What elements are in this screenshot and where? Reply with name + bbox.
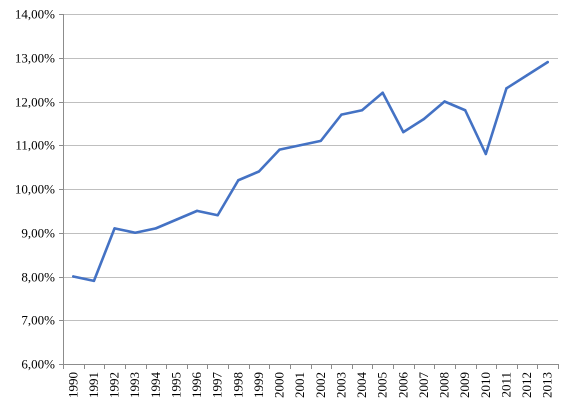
x-tick-label: 1990 [65,372,80,398]
x-tick-label: 2004 [354,372,369,399]
data-point [113,227,116,230]
gridlines [63,14,558,321]
data-point [360,109,364,112]
x-tick-label: 1998 [230,372,245,398]
y-tick-label: 10,00% [15,182,55,197]
data-point [195,209,199,213]
data-point [216,214,219,217]
data-point [92,279,96,283]
data-point [72,275,75,278]
y-tick-label: 12,00% [15,95,55,110]
x-tick-label: 1995 [168,372,183,398]
x-tick-label: 2010 [478,372,493,398]
x-tick-label: 2001 [292,372,307,398]
x-tick-label: 2008 [437,372,452,398]
data-point [443,100,446,103]
x-tick-label: 1993 [127,372,142,398]
data-point [319,139,323,143]
x-tick-label: 2002 [313,372,328,398]
data-point [505,87,508,90]
x-tick-label: 1999 [251,372,266,398]
y-tick-label: 11,00% [15,138,55,153]
data-point [381,91,384,94]
series-layer [72,60,549,283]
y-tick-label: 6,00% [21,357,55,372]
data-point [340,113,343,116]
y-tick-label: 14,00% [15,7,55,22]
y-tick-label: 13,00% [15,51,55,66]
x-tick-label: 2011 [498,372,513,398]
data-point [154,227,158,230]
x-tick-label: 2005 [375,372,390,398]
axes [59,14,559,369]
data-point [546,60,549,64]
data-point [402,130,405,134]
x-tick-label: 2013 [540,372,555,398]
x-tick-label: 2007 [416,372,431,399]
data-point [257,170,261,173]
x-tick-label: 2006 [395,372,410,399]
data-point [278,148,281,151]
y-axis-tick-labels: 6,00% 7,00% 8,00% 9,00% 10,00% 11,00% 12,00% 13… [15,7,55,372]
x-axis-tick-labels: 1990 1991 1992 1993 1994 1995 1996 1997 1998 1999… [65,372,554,399]
x-tick-label: 1991 [86,372,101,398]
data-point [237,179,240,182]
y-tick-label: 7,00% [21,313,55,328]
data-point [463,109,467,112]
data-point [525,74,529,77]
x-tick-label: 1996 [189,372,204,399]
data-point [484,152,488,156]
x-tick-label: 1992 [107,372,122,398]
x-tick-label: 2000 [272,372,287,398]
x-tick-label: 1997 [210,372,225,399]
data-point [298,144,302,147]
x-tick-label: 2003 [333,372,348,398]
x-tick-label: 2012 [519,372,534,398]
y-tick-label: 8,00% [21,270,55,285]
x-tick-label: 1994 [148,372,163,399]
data-point [133,231,137,234]
data-point [422,117,426,121]
data-point [175,218,178,221]
series-line [72,60,549,283]
x-tick-label: 2009 [457,372,472,398]
y-tick-label: 9,00% [21,226,55,241]
